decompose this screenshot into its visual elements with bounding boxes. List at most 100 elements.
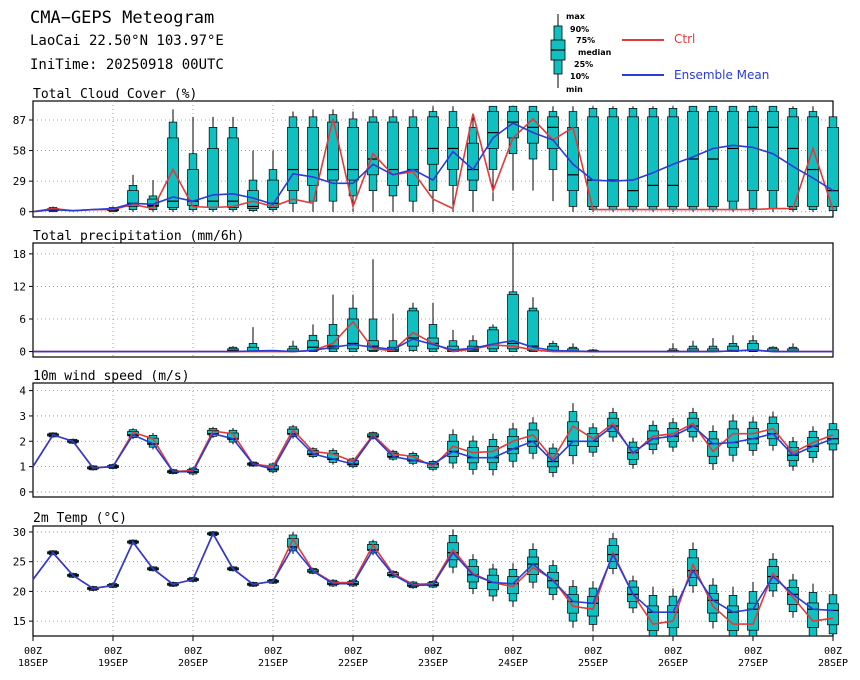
- wind-box-iqr: [547, 453, 559, 468]
- precip-ytick-label: 18: [13, 248, 26, 261]
- x-tick-hour: 00Z: [104, 646, 122, 657]
- wind-box-iqr: [767, 423, 779, 440]
- x-tick-date: 18SEP: [18, 658, 48, 669]
- cloud-box-iqr: [647, 116, 659, 207]
- wind-box-iqr: [527, 429, 539, 447]
- temp-box-iqr: [687, 557, 699, 578]
- init-time-label: IniTime: 20250918 00UTC: [30, 57, 224, 73]
- cloud-box-iqr: [127, 190, 139, 207]
- wind-mean-line: [32, 424, 834, 473]
- wind-panel-title: 10m wind speed (m/s): [33, 369, 190, 384]
- cloud-box-iqr: [267, 179, 279, 208]
- temp-box-iqr: [787, 586, 799, 605]
- x-tick-hour: 00Z: [184, 646, 202, 657]
- precip-box-iqr: [747, 343, 759, 352]
- legend-min: min: [566, 85, 583, 94]
- precip-panel-title: Total precipitation (mm/6h): [33, 229, 244, 244]
- cloud-box-iqr: [727, 111, 739, 202]
- x-tick-hour: 00Z: [344, 646, 362, 657]
- x-tick-hour: 00Z: [584, 646, 602, 657]
- cloud-box-iqr: [427, 116, 439, 165]
- legend-p10: 10%: [570, 72, 590, 81]
- cloud-box-iqr: [547, 116, 559, 149]
- temp-panel-title: 2m Temp (°C): [33, 511, 127, 526]
- precip-ytick-label: 12: [13, 280, 26, 293]
- cloud-box-iqr: [627, 116, 639, 207]
- x-tick-hour: 00Z: [424, 646, 442, 657]
- x-tick-hour: 00Z: [824, 646, 842, 657]
- legend-boxplot-icon: [550, 14, 566, 88]
- x-tick-date: 27SEP: [738, 658, 768, 669]
- wind-ytick-label: 1: [19, 461, 26, 474]
- temp-ytick-label: 15: [13, 615, 26, 628]
- precip-mean-line: [33, 338, 833, 353]
- cloud-box-iqr: [227, 137, 239, 208]
- temp-box-iqr: [747, 602, 759, 631]
- cloud-mean-line: [32, 122, 834, 213]
- x-tick-date: 22SEP: [338, 658, 368, 669]
- cloud-box-iqr: [347, 127, 359, 181]
- cloud-ytick-label: 58: [13, 145, 26, 158]
- cloud-panel-title: Total Cloud Cover (%): [33, 87, 197, 102]
- legend-median: median: [578, 48, 612, 57]
- cloud-box-iqr: [487, 111, 499, 149]
- cloud-box-iqr: [467, 142, 479, 181]
- location-label: LaoCai 22.50°N 103.97°E: [30, 33, 224, 49]
- cloud-box-iqr: [307, 127, 319, 186]
- precip-box-iqr: [347, 318, 359, 350]
- cloud-box-iqr: [167, 137, 179, 208]
- legend-max: max: [566, 12, 585, 21]
- temp-box-iqr: [667, 605, 679, 629]
- cloud-ctrl-line: [32, 113, 834, 213]
- cloud-ytick-label: 29: [13, 175, 26, 188]
- wind-box-iqr: [467, 447, 479, 464]
- temp-box-iqr: [527, 556, 539, 575]
- cloud-ytick-label: 0: [19, 206, 26, 219]
- wind-ytick-label: 4: [19, 385, 26, 398]
- precip-ytick-label: 6: [19, 313, 26, 326]
- x-tick-hour: 00Z: [264, 646, 282, 657]
- cloud-box-iqr: [387, 121, 399, 186]
- precip-box-iqr: [327, 334, 339, 350]
- x-tick-date: 21SEP: [258, 658, 288, 669]
- x-tick-date: 24SEP: [498, 658, 528, 669]
- cloud-ytick-label: 87: [13, 114, 26, 127]
- x-tick-date: 25SEP: [578, 658, 608, 669]
- legend-mean-label: Ensemble Mean: [674, 68, 770, 82]
- cloud-box-iqr: [407, 127, 419, 186]
- x-tick-hour: 00Z: [744, 646, 762, 657]
- wind-box-iqr: [787, 447, 799, 461]
- cloud-box-iqr: [207, 148, 219, 208]
- legend-p75: 75%: [576, 36, 596, 45]
- cloud-box-iqr: [767, 111, 779, 191]
- legend-p25: 25%: [574, 60, 594, 69]
- x-tick-date: 26SEP: [658, 658, 688, 669]
- cloud-box-iqr: [747, 111, 759, 191]
- precip-box-p10-p90: [368, 318, 378, 352]
- x-tick-date: 20SEP: [178, 658, 208, 669]
- cloud-box-iqr: [807, 116, 819, 207]
- precip-box-iqr: [507, 294, 519, 350]
- cloud-box-iqr: [367, 121, 379, 176]
- cloud-box-iqr: [287, 127, 299, 191]
- wind-ytick-label: 2: [19, 435, 26, 448]
- x-tick-hour: 00Z: [664, 646, 682, 657]
- cloud-box-iqr: [827, 127, 839, 207]
- temp-box-iqr: [827, 603, 839, 626]
- precip-box-iqr: [407, 310, 419, 347]
- precip-box-iqr: [527, 310, 539, 351]
- legend-ctrl-label: Ctrl: [674, 32, 696, 46]
- wind-box-iqr: [587, 433, 599, 447]
- meteogram-title: CMA−GEPS Meteogram: [30, 8, 215, 28]
- x-tick-date: 19SEP: [98, 658, 128, 669]
- cloud-box-iqr: [787, 116, 799, 207]
- precip-box-iqr: [487, 329, 499, 350]
- temp-box-iqr: [647, 605, 659, 631]
- cloud-box-iqr: [607, 116, 619, 207]
- x-tick-hour: 00Z: [24, 646, 42, 657]
- temp-box-iqr: [567, 594, 579, 614]
- cloud-box-iqr: [327, 121, 339, 181]
- x-tick-hour: 00Z: [504, 646, 522, 657]
- x-tick-date: 23SEP: [418, 658, 448, 669]
